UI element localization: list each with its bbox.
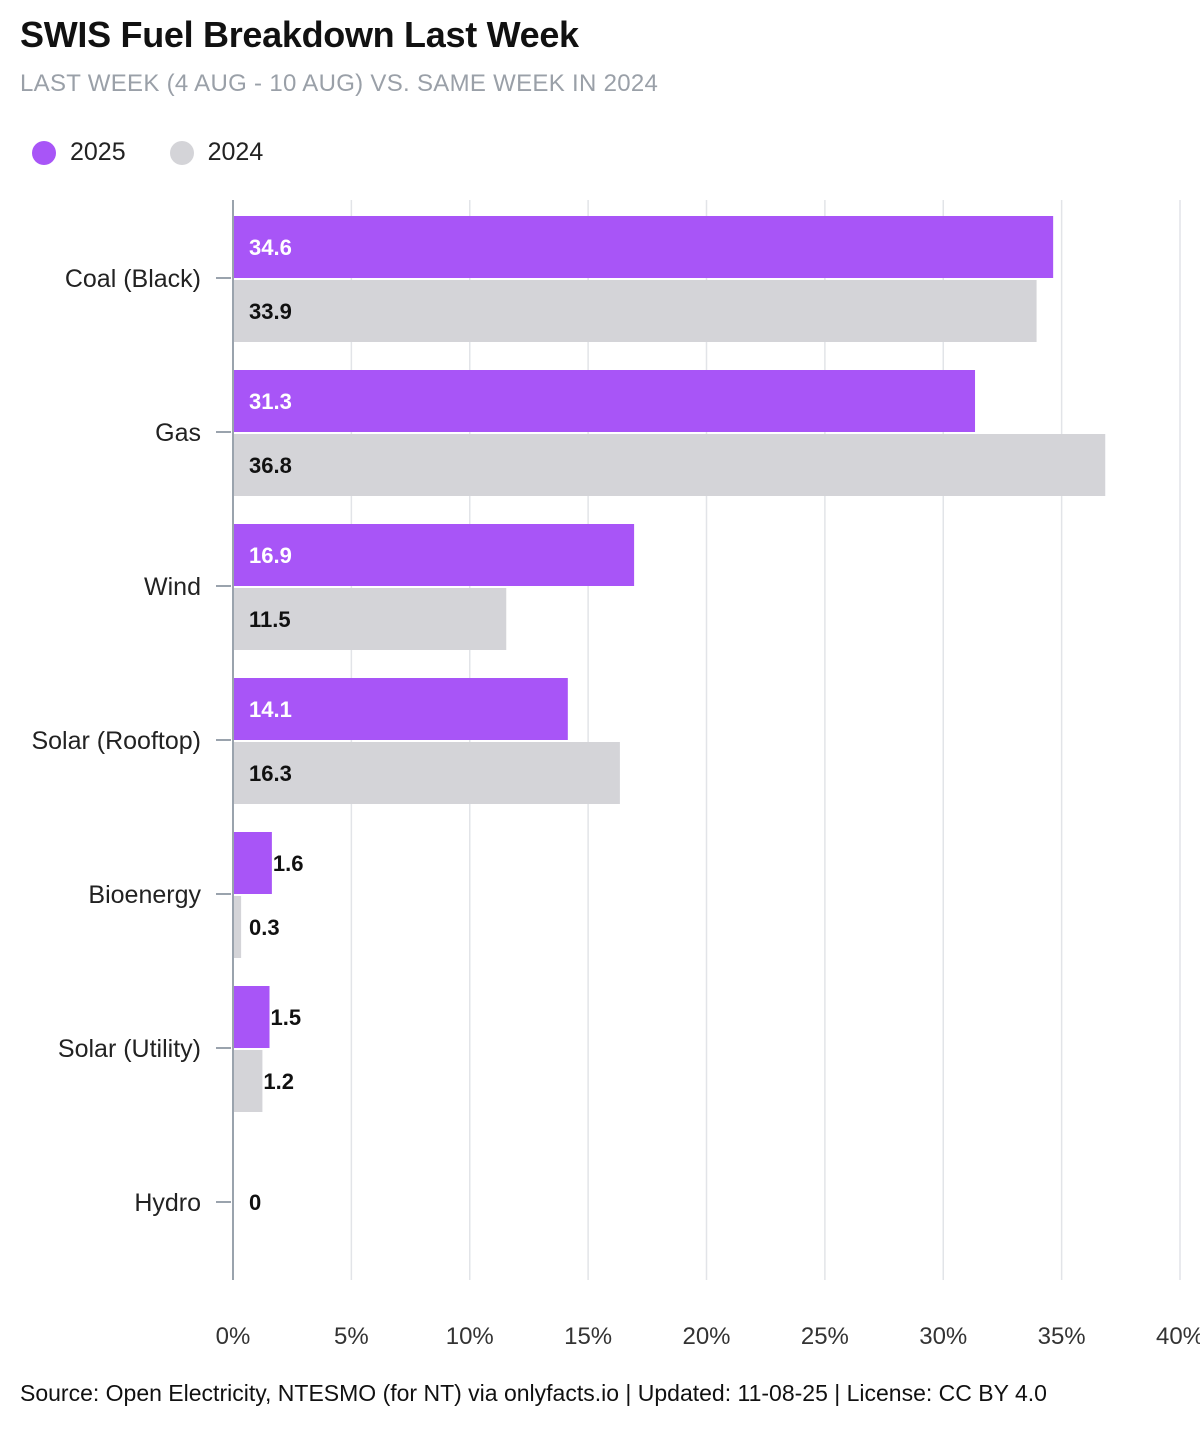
bar-2025	[234, 524, 635, 586]
bar-2025	[234, 678, 568, 740]
chart-title: SWIS Fuel Breakdown Last Week	[20, 14, 579, 55]
bar-2025	[234, 832, 272, 894]
legend-label-2024: 2024	[207, 138, 264, 166]
x-tick-label: 5%	[334, 1323, 369, 1350]
category-label: Wind	[144, 573, 201, 601]
category-label: Coal (Black)	[65, 265, 201, 293]
bar-2024	[234, 896, 242, 958]
x-tick-label: 30%	[919, 1323, 967, 1350]
bar-2024	[234, 280, 1037, 342]
x-tick-label: 10%	[446, 1323, 494, 1350]
data-label-2024: 16.3	[249, 761, 292, 786]
chart-subtitle: LAST WEEK (4 AUG - 10 AUG) VS. SAME WEEK…	[20, 70, 659, 97]
data-label-2025: 16.9	[249, 543, 292, 568]
data-label-2025: 1.6	[273, 851, 304, 876]
bar-2025	[234, 216, 1054, 278]
data-label-2024: 1.2	[263, 1069, 294, 1094]
bar-2024	[234, 1050, 263, 1112]
x-tick-label: 25%	[801, 1323, 849, 1350]
bar-2024	[234, 588, 507, 650]
data-label-2024: 11.5	[249, 607, 291, 632]
data-label-2025: 14.1	[249, 697, 292, 722]
category-label: Solar (Rooftop)	[31, 727, 201, 755]
bar-2024	[234, 434, 1106, 496]
x-tick-label: 35%	[1038, 1323, 1086, 1350]
data-label-2025: 34.6	[249, 235, 292, 260]
data-label-2024: 0.3	[249, 915, 280, 940]
data-label-2024: 0	[249, 1190, 261, 1215]
legend-label-2025: 2025	[70, 138, 126, 166]
data-label-2024: 36.8	[249, 453, 292, 478]
x-tick-label: 20%	[682, 1323, 730, 1350]
legend-item-2024[interactable]: 2024	[169, 138, 264, 167]
bar-2025	[234, 986, 270, 1048]
category-label: Solar (Utility)	[58, 1035, 201, 1063]
x-tick-label: 0%	[216, 1323, 251, 1350]
source-note: Source: Open Electricity, NTESMO (for NT…	[20, 1380, 1047, 1406]
data-label-2025: 1.5	[271, 1005, 302, 1030]
data-label-2025: 31.3	[249, 389, 292, 414]
category-label: Hydro	[134, 1189, 201, 1217]
x-tick-label: 40%	[1156, 1323, 1200, 1350]
legend-swatch-2025	[32, 140, 56, 165]
bar-2025	[234, 370, 976, 432]
bar-2024	[234, 742, 620, 804]
data-label-2024: 33.9	[249, 299, 292, 324]
legend: 2025 2024	[32, 138, 307, 167]
category-label: Bioenergy	[88, 881, 201, 909]
x-tick-label: 15%	[564, 1323, 612, 1350]
legend-item-2025[interactable]: 2025	[32, 138, 126, 167]
category-label: Gas	[155, 419, 201, 447]
legend-swatch-2024	[169, 140, 194, 165]
